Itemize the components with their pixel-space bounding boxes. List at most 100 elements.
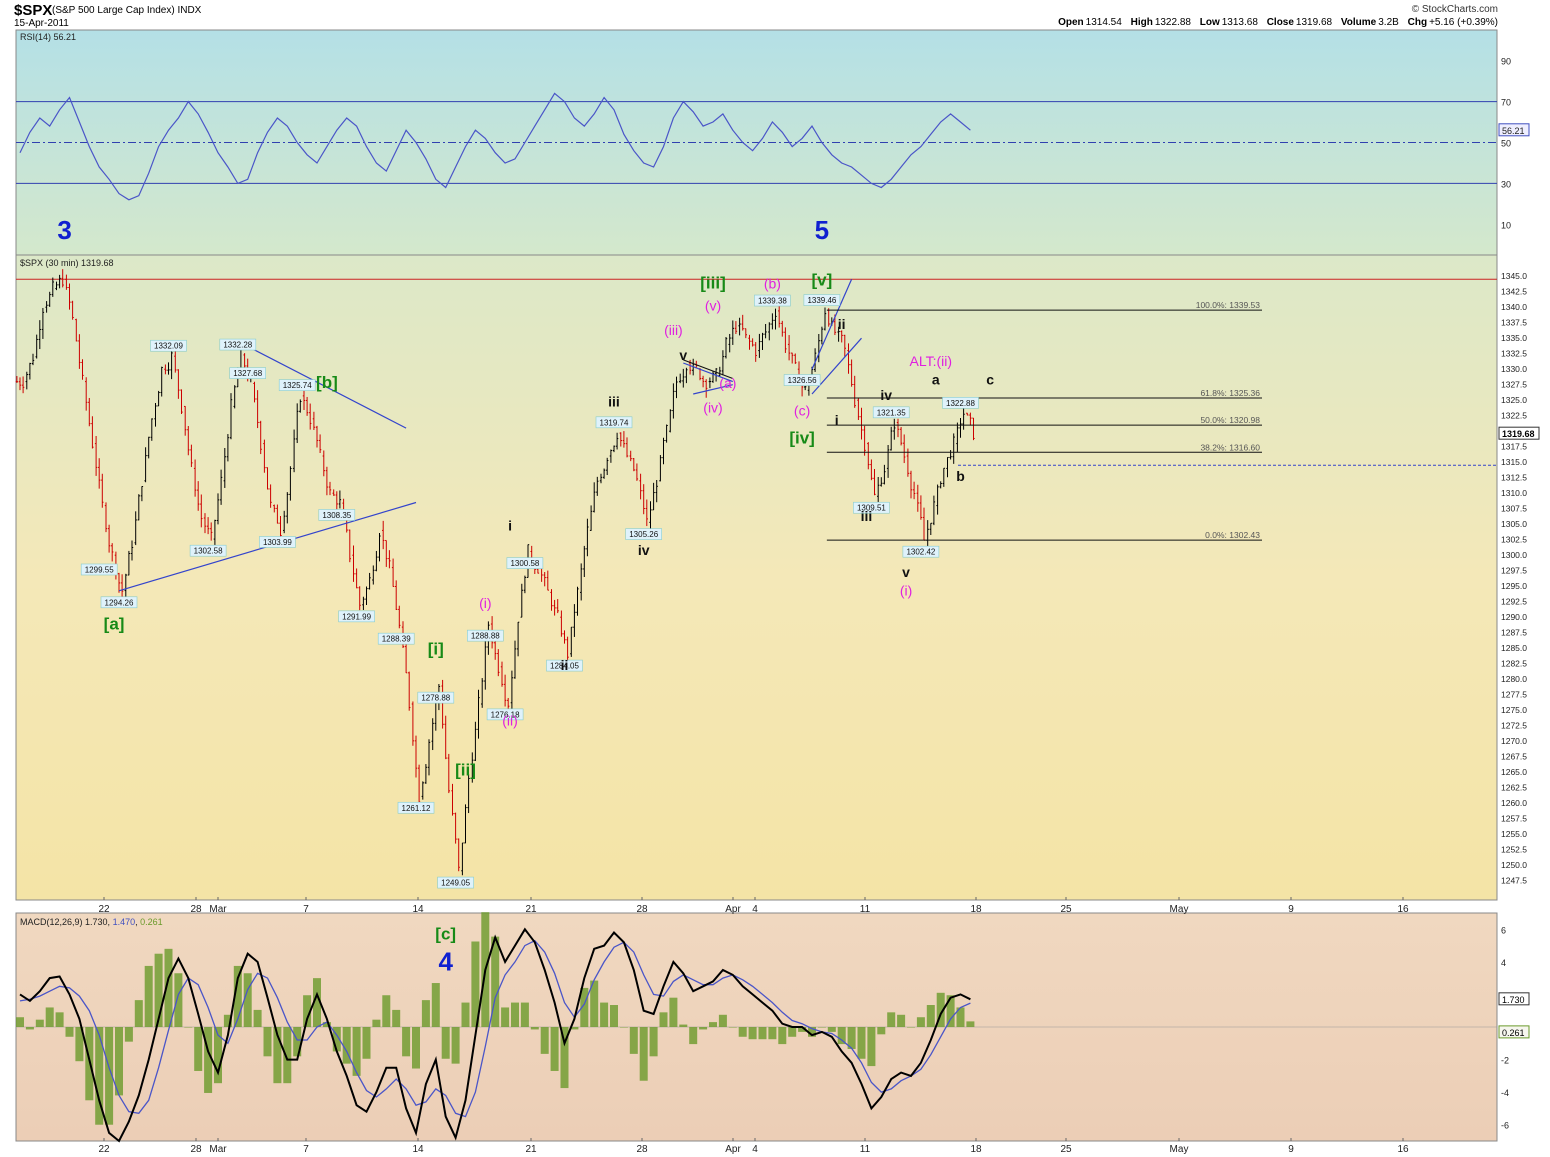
macd-tick-label: -2 [1501,1056,1509,1066]
macd-hist-bar [867,1027,876,1067]
price-callout-box [902,545,940,558]
macd-hist-bar [916,1017,925,1027]
macd-hist-bar [332,1027,341,1052]
macd-title-part: MACD(12,26,9) [20,917,85,927]
x-tick-label: 11 [860,1144,871,1155]
price-callout-text: 1300.58 [510,559,539,568]
price-callout: 1322.88 [942,397,979,409]
price-callout-text: 1305.26 [629,530,658,539]
price-tick-label: 1310.0 [1501,488,1527,498]
wave-label: (v) [705,297,721,313]
x-tick-label: 18 [970,904,982,915]
macd-hist-bar [590,980,599,1027]
price-tick-label: 1250.0 [1501,860,1527,870]
price-tick-label: 1290.0 [1501,612,1527,622]
wave-label: (i) [479,595,491,611]
macd-hist-bar [946,995,955,1027]
price-callout: 1288.88 [466,629,504,642]
rsi-tick-label: 70 [1501,98,1511,108]
trend-line [237,340,407,429]
price-callout-box [278,379,316,391]
price-callout-box [872,406,910,419]
macd-last-tag: 1.730 [1498,992,1530,1006]
price-panel [15,254,1498,901]
macd-hist-bar [402,1027,411,1057]
macd-hist-bar [520,1002,529,1027]
price-callout-text: 1276.18 [491,710,520,719]
macd-hist-bar [808,1027,816,1037]
price-callout-box [229,367,266,379]
wave-label: iii [861,508,873,524]
price-callout-text: 1339.46 [807,296,836,305]
macd-hist-bar [322,1022,331,1027]
macd-hist-bar [540,1027,549,1054]
rsi-last-value-tag: 56.21 [1498,123,1530,137]
wave-label: (ii) [502,713,518,729]
x-tick-label: May [1170,1144,1189,1155]
macd-hist-bar [144,965,153,1027]
wave-label: (i) [900,583,912,599]
fib-label: 61.8%: 1325.36 [1200,388,1260,398]
price-callout-box [466,629,504,642]
price-callout: 1249.05 [437,876,474,889]
macd-hist-bar [847,1027,856,1049]
wave-label: [iv] [789,429,815,448]
price-callout-text: 1332.09 [154,342,183,351]
brand-label[interactable]: © StockCharts.com [1411,4,1498,15]
x-tick-label: 14 [412,1144,424,1155]
open-label: Open [1058,17,1084,28]
wave-label: c [986,372,994,388]
macd-hist-bar [659,1012,668,1027]
price-tick-label: 1342.5 [1501,287,1527,297]
x-tick-label: 4 [752,904,758,915]
macd-hist-bar [154,953,163,1027]
ohlc-summary: Open 1314.54 High 1322.88 Low 1313.68 Close… [1052,17,1498,28]
macd-hist-bar [827,1027,836,1032]
price-callout-text: 1288.88 [471,632,500,641]
price-callout: 1302.42 [902,545,940,558]
price-callout-box [625,528,663,540]
macd-last-box [1498,992,1530,1006]
wave-label: [i] [428,639,444,658]
last-price-value: 1319.68 [1502,429,1535,439]
macd-histogram [16,912,975,1125]
macd-hist-bar [223,1014,232,1027]
price-tick-label: 1265.0 [1501,767,1527,777]
price-tick-label: 1257.5 [1501,814,1527,824]
wave-label: (b) [764,276,781,292]
price-callout-text: 1302.42 [906,548,935,557]
price-callout-text: 1308.35 [322,511,351,520]
macd-hist-bar [65,1027,74,1037]
trend-line [683,362,734,383]
price-callout: 1294.26 [100,596,138,609]
price-callout-box [783,374,821,386]
x-tick-label: Apr [725,1144,741,1155]
price-callout-box [219,338,257,351]
fib-label: 100.0%: 1339.53 [1196,300,1261,310]
x-tick-label: 9 [1288,904,1294,915]
rsi-tick-label: 30 [1501,179,1511,189]
chg-value: +5.16 (+0.39%) [1429,17,1498,28]
price-callout-box [595,416,633,429]
price-tick-label: 1255.0 [1501,829,1527,839]
price-tick-label: 1270.0 [1501,736,1527,746]
macd-hist-bar [451,1027,460,1064]
macd-hist-bar [817,1027,826,1028]
macd-hist-bar [174,973,183,1027]
x-tick-label: 25 [1060,1144,1072,1155]
price-tick-label: 1247.5 [1501,876,1527,886]
macd-hist-bar [164,948,173,1027]
macd-hist-bar [837,1027,846,1045]
price-callout-box [486,708,524,721]
macd-hist-bar [907,1027,915,1028]
macd-hist-bar [75,1027,84,1062]
price-callout: 1332.28 [219,338,257,351]
wave-label: [ii] [455,760,476,779]
trend-line [693,384,733,395]
macd-hist-value: 0.261 [1502,1028,1525,1038]
macd-hist-bar [560,1027,569,1089]
price-tick-label: 1260.0 [1501,798,1527,808]
price-tick-label: 1267.5 [1501,752,1527,762]
macd-hist-bar [412,1027,420,1069]
x-tick-label: 7 [303,1144,309,1155]
